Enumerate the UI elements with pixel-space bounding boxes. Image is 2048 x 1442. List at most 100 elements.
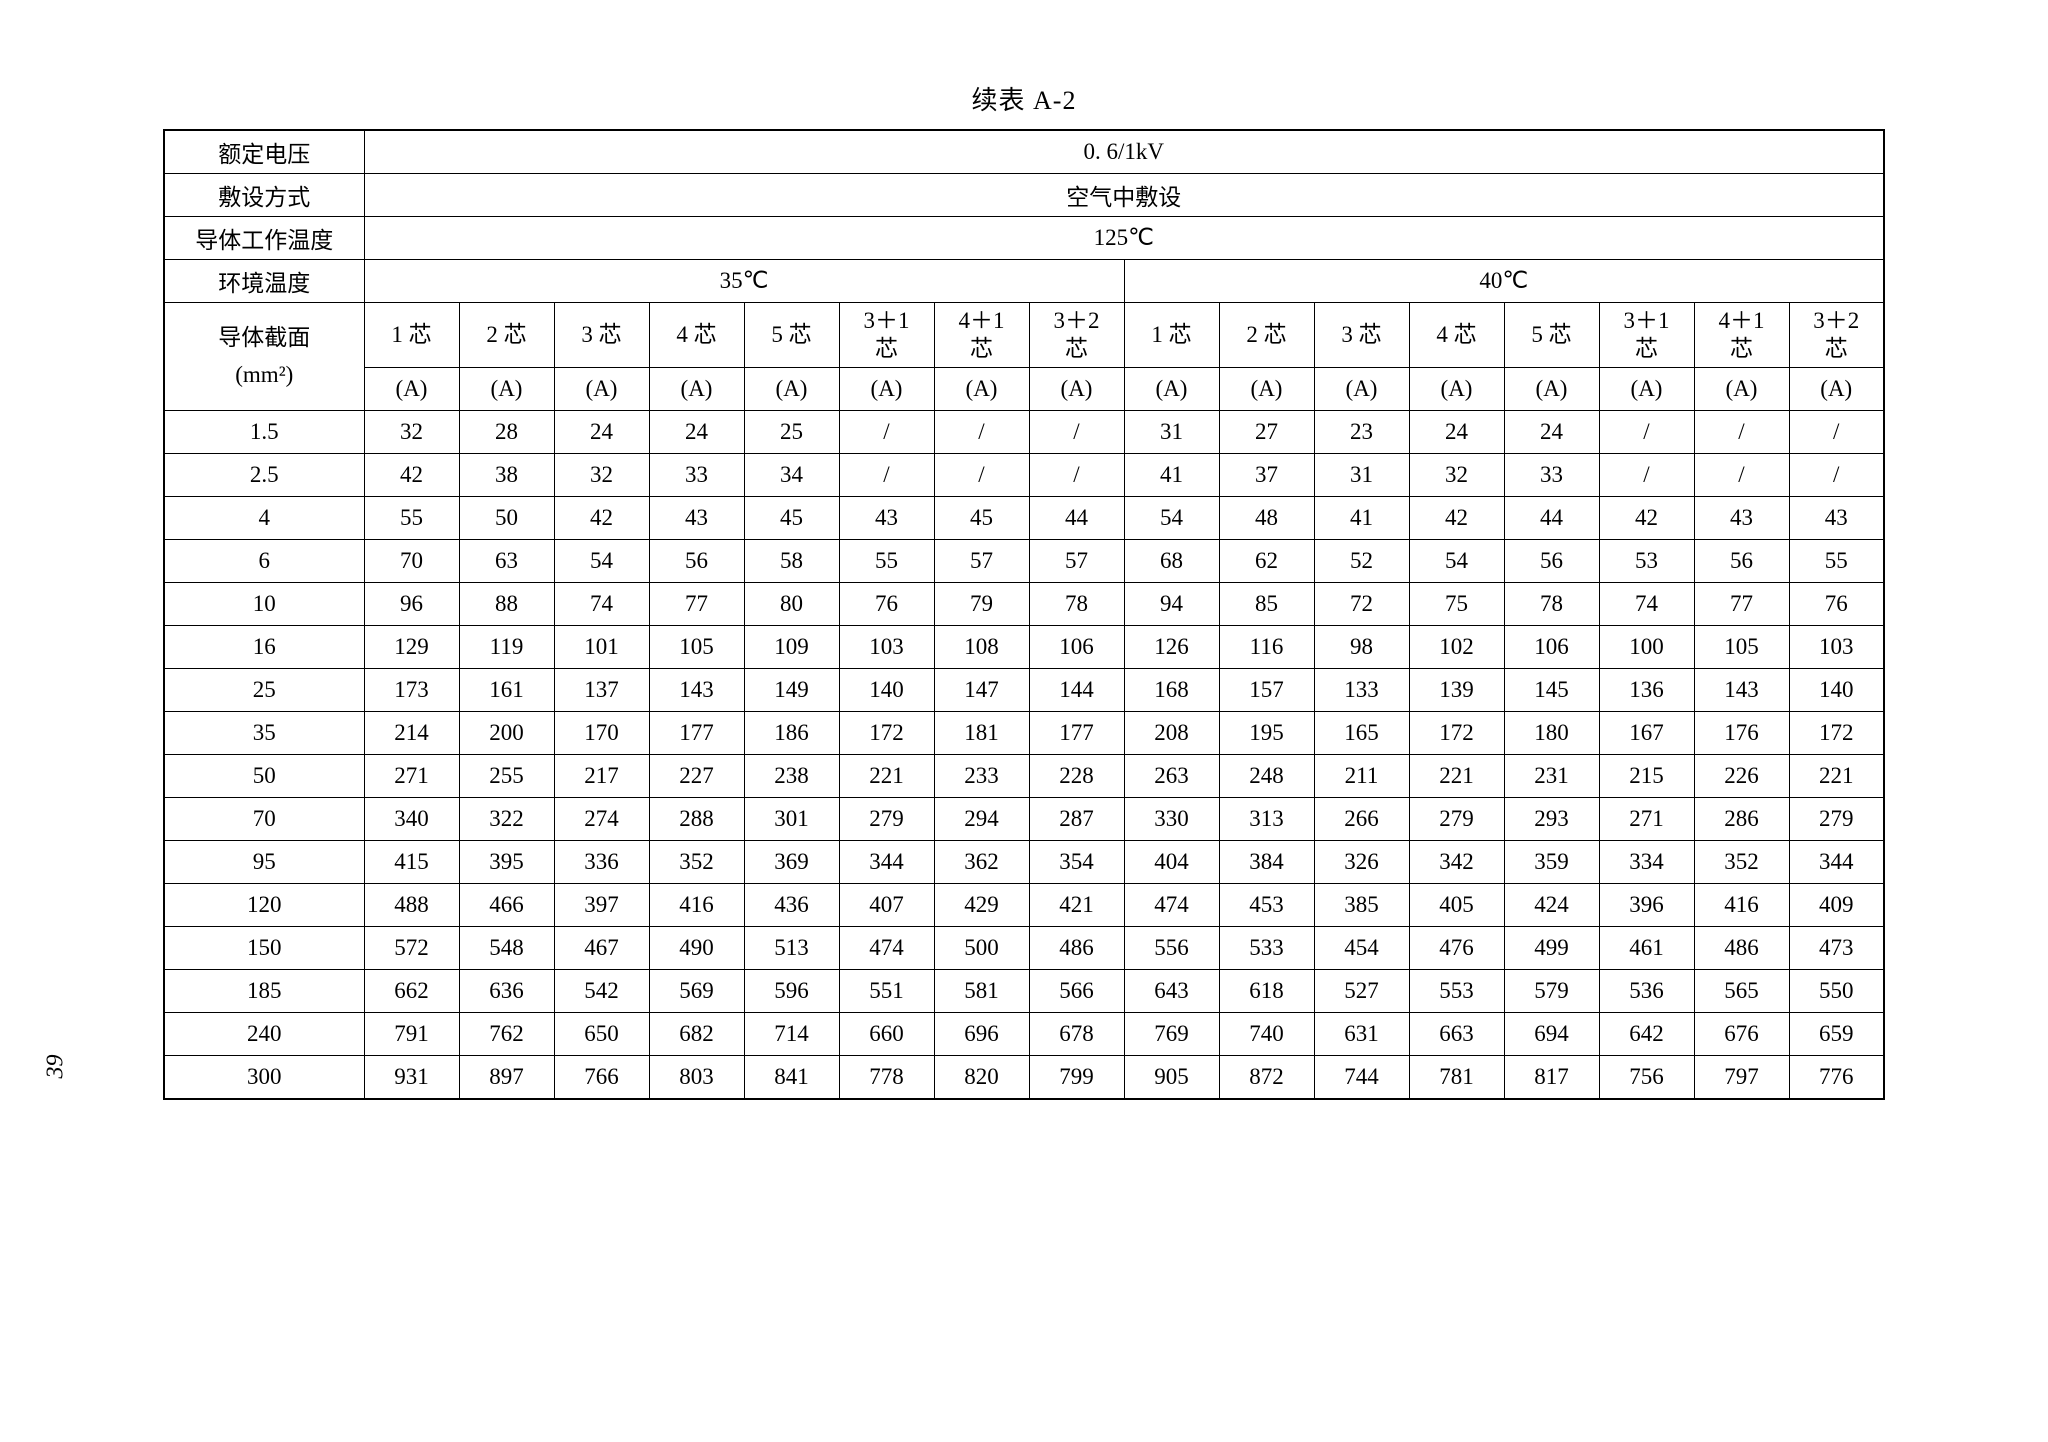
data-cell: 579 [1504, 970, 1599, 1013]
table-row: 7034032227428830127929428733031326627929… [164, 798, 1884, 841]
cross-section-cell: 6 [164, 540, 364, 583]
data-cell: 326 [1314, 841, 1409, 884]
data-cell: 56 [1504, 540, 1599, 583]
data-cell: 769 [1124, 1013, 1219, 1056]
data-cell: 94 [1124, 583, 1219, 626]
data-cell: 342 [1409, 841, 1504, 884]
data-cell: 172 [1789, 712, 1884, 755]
unit-header: (A) [459, 368, 554, 411]
core-header: 3 芯 [1314, 303, 1409, 368]
data-cell: 415 [364, 841, 459, 884]
data-cell: 643 [1124, 970, 1219, 1013]
data-cell: 32 [1409, 454, 1504, 497]
data-cell: 385 [1314, 884, 1409, 927]
data-cell: 200 [459, 712, 554, 755]
data-cell: 791 [364, 1013, 459, 1056]
table-row: 1856626365425695965515815666436185275535… [164, 970, 1884, 1013]
data-cell: / [839, 454, 934, 497]
data-cell: 43 [839, 497, 934, 540]
data-cell: 173 [364, 669, 459, 712]
data-cell: 116 [1219, 626, 1314, 669]
data-cell: / [1789, 454, 1884, 497]
data-cell: 714 [744, 1013, 839, 1056]
data-cell: 28 [459, 411, 554, 454]
core-header: 5 芯 [1504, 303, 1599, 368]
data-cell: 631 [1314, 1013, 1409, 1056]
data-cell: 572 [364, 927, 459, 970]
unit-header: (A) [1314, 368, 1409, 411]
cross-section-cell: 1.5 [164, 411, 364, 454]
core-header: 3＋1芯 [1599, 303, 1694, 368]
data-cell: 109 [744, 626, 839, 669]
data-cell: 77 [1694, 583, 1789, 626]
cross-section-label-1: 导体截面 [167, 320, 362, 357]
data-cell: 98 [1314, 626, 1409, 669]
data-cell: 181 [934, 712, 1029, 755]
table-row: 1612911910110510910310810612611698102106… [164, 626, 1884, 669]
data-cell: 195 [1219, 712, 1314, 755]
data-cell: 474 [839, 927, 934, 970]
data-cell: 217 [554, 755, 649, 798]
table-row: 2407917626506827146606966787697406316636… [164, 1013, 1884, 1056]
data-cell: 407 [839, 884, 934, 927]
data-cell: 362 [934, 841, 1029, 884]
cross-section-cell: 50 [164, 755, 364, 798]
data-cell: 474 [1124, 884, 1219, 927]
data-cell: 293 [1504, 798, 1599, 841]
data-cell: 662 [364, 970, 459, 1013]
data-cell: 24 [649, 411, 744, 454]
data-cell: 102 [1409, 626, 1504, 669]
data-cell: 776 [1789, 1056, 1884, 1100]
data-cell: 119 [459, 626, 554, 669]
laying-method-label: 敷设方式 [164, 174, 364, 217]
data-cell: 144 [1029, 669, 1124, 712]
core-header: 3 芯 [554, 303, 649, 368]
core-header: 3＋2芯 [1789, 303, 1884, 368]
data-cell: 57 [1029, 540, 1124, 583]
cross-section-cell: 150 [164, 927, 364, 970]
data-cell: 286 [1694, 798, 1789, 841]
data-cell: / [1599, 454, 1694, 497]
data-cell: 803 [649, 1056, 744, 1100]
data-cell: 797 [1694, 1056, 1789, 1100]
data-cell: 45 [934, 497, 1029, 540]
data-cell: 301 [744, 798, 839, 841]
data-cell: 139 [1409, 669, 1504, 712]
data-cell: 140 [1789, 669, 1884, 712]
data-cell: 74 [554, 583, 649, 626]
data-cell: 596 [744, 970, 839, 1013]
data-cell: 140 [839, 669, 934, 712]
data-cell: 24 [554, 411, 649, 454]
data-cell: 75 [1409, 583, 1504, 626]
data-cell: 553 [1409, 970, 1504, 1013]
unit-header: (A) [649, 368, 744, 411]
data-cell: 676 [1694, 1013, 1789, 1056]
data-cell: 42 [554, 497, 649, 540]
data-cell: 248 [1219, 755, 1314, 798]
table-row: 455504243454345445448414244424343 [164, 497, 1884, 540]
data-cell: 499 [1504, 927, 1599, 970]
core-header: 2 芯 [1219, 303, 1314, 368]
core-header: 4＋1芯 [934, 303, 1029, 368]
data-cell: 32 [364, 411, 459, 454]
data-cell: 78 [1504, 583, 1599, 626]
data-cell: 905 [1124, 1056, 1219, 1100]
data-cell: 54 [554, 540, 649, 583]
unit-header: (A) [1504, 368, 1599, 411]
work-temp-value: 125℃ [364, 217, 1884, 260]
data-cell: 105 [1694, 626, 1789, 669]
data-cell: 106 [1504, 626, 1599, 669]
data-cell: 453 [1219, 884, 1314, 927]
data-cell: 227 [649, 755, 744, 798]
data-cell: 147 [934, 669, 1029, 712]
data-cell: 618 [1219, 970, 1314, 1013]
core-header: 4 芯 [1409, 303, 1504, 368]
data-cell: 103 [1789, 626, 1884, 669]
table-row: 670635456585557576862525456535655 [164, 540, 1884, 583]
table-row: 2517316113714314914014714416815713313914… [164, 669, 1884, 712]
cross-section-cell: 70 [164, 798, 364, 841]
cross-section-cell: 10 [164, 583, 364, 626]
data-cell: 659 [1789, 1013, 1884, 1056]
data-cell: 336 [554, 841, 649, 884]
data-cell: 143 [1694, 669, 1789, 712]
